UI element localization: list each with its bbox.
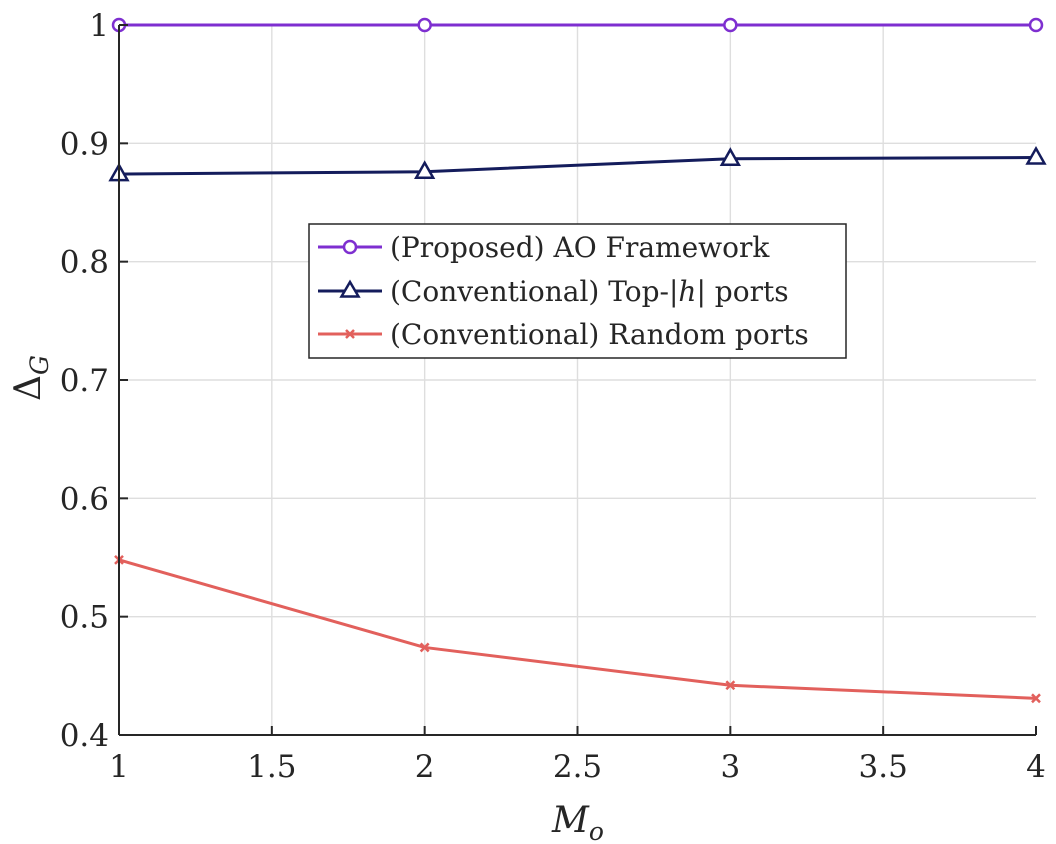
data-point-triangle [1025,145,1047,165]
legend-entry-random-ports: (Conventional) Random ports [318,318,809,351]
data-point-x [725,680,736,691]
y-axis-label-main: Δ [8,375,49,401]
x-tick-label: 3 [720,749,740,785]
legend-label: (Conventional) Top-|h| ports [390,275,789,308]
x-tick-label: 2.5 [553,749,602,785]
x-axis-label-main: M [551,800,590,841]
y-tick-label: 0.8 [60,245,109,281]
data-point-x [419,642,430,653]
series-line [118,558,1037,700]
data-point-triangle [414,160,436,179]
legend-marker-triangle [339,279,361,298]
data-point-circle [723,17,738,33]
data-point-circle [1028,17,1044,33]
tick-labels: 1 1.5 2 2.5 3 3.5 4 0.4 0.5 0.6 0.7 0.8 0.9 1 [60,8,1046,785]
legend-label-prefix: (Conventional) Top-| [390,275,678,308]
y-tick-label: 1 [89,8,109,44]
data-point-circle [417,17,432,33]
x-tick-label: 3.5 [859,749,908,785]
x-tick-label: 1.5 [247,749,296,785]
y-tick-label: 0.7 [60,363,109,399]
x-tick-label: 1 [109,749,129,785]
y-tick-label: 0.5 [60,600,109,636]
legend-marker-x [345,329,355,339]
data-point-x [1031,693,1041,704]
legend-label-suffix: | ports [696,275,788,308]
legend-label-var: h [678,275,696,308]
legend-entry-top-h-ports: (Conventional) Top-|h| ports [318,275,789,308]
x-tick-label: 2 [415,749,435,785]
legend-label: (Conventional) Random ports [390,318,809,351]
y-tick-label: 0.6 [60,481,109,517]
y-axis-label-sub: G [25,355,54,375]
y-tick-label: 0.4 [60,718,109,754]
y-tick-label: 0.9 [60,126,109,162]
legend-label: (Proposed) AO Framework [390,231,770,264]
x-axis-label-sub: o [589,817,604,844]
series-line [118,156,1037,176]
grid-lines [119,25,1036,735]
x-tick-label: 4 [1026,749,1046,785]
x-axis-label: Mo [551,800,604,844]
axes-frame [118,24,1037,736]
series-group-1 [108,145,1047,182]
y-axis-label: ΔG [8,355,54,401]
legend-box [308,223,847,359]
legend: (Proposed) AO Framework (Conventional) T… [308,223,847,359]
legend-entry-proposed-ao-framework: (Proposed) AO Framework [318,231,770,264]
data-point-triangle [719,147,741,166]
legend-marker-circle [342,239,358,255]
